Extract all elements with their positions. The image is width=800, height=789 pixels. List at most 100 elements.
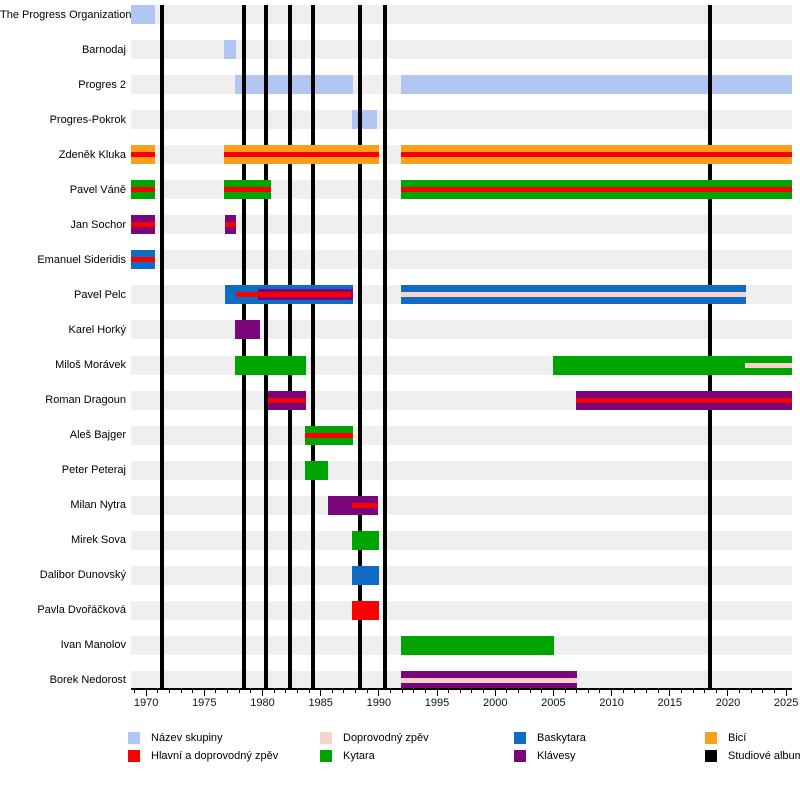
zpev-stripe [576,397,792,403]
legend-label: Doprovodný zpěv [343,732,429,744]
minor-tick [506,690,508,693]
row-label: Pavla Dvořáčková [37,604,126,617]
major-tick [203,690,205,696]
row-label: Aleš Bajger [69,429,126,442]
row-label: Miloš Morávek [55,359,126,371]
minor-tick [168,690,170,693]
row-label: Progres 2 [78,78,126,91]
row-label: Karel Horký [68,323,126,336]
minor-tick [471,690,473,693]
row-label: Roman Dragoun [45,394,126,407]
band-name-bar [351,110,377,130]
row-band [131,110,792,130]
minor-tick [634,690,636,693]
legend-label: Baskytara [537,732,586,744]
zpev-stripe [224,187,271,193]
zpev-stripe [235,292,351,298]
member-instrument-bar [224,215,237,235]
member-instrument-bar [234,355,306,375]
member-instrument-bar [352,600,379,620]
minor-tick [704,690,706,693]
band-name-bar [235,75,353,95]
legend-swatch-dopr [320,732,332,744]
x-tick-label: 1985 [308,697,333,709]
row-band [131,320,792,340]
row-band [131,600,792,620]
legend-item: Studiové album [705,749,800,763]
legend-swatch-klavesy [514,750,526,762]
row-label: Ivan Manolov [60,639,126,652]
member-instrument-bar [131,250,155,270]
row-label: Dalibor Dunovský [39,569,126,582]
minor-tick [331,690,333,693]
legend-swatch-bici [705,732,717,744]
legend-item: Kytara [320,749,510,763]
zpev-stripe [400,152,792,158]
minor-tick [483,690,485,693]
zpev-stripe [131,152,155,158]
dopr-stripe [744,362,792,368]
member-instrument-bar [400,635,554,655]
x-tick-label: 1995 [424,697,450,709]
dopr-stripe [400,677,577,683]
member-instrument-bar [400,670,577,690]
band-name-bar [400,75,792,95]
member-instrument-bar [552,355,792,375]
zpev-stripe [131,222,155,228]
row-band [131,565,792,585]
member-instrument-bar [400,285,747,305]
zpev-stripe [267,397,306,403]
legend-item: Klávesy [514,749,704,763]
major-tick [494,690,496,696]
minor-tick [448,690,450,693]
minor-tick [424,690,426,693]
member-instrument-bar [234,320,261,340]
member-instrument-bar [131,215,155,235]
minor-tick [355,690,357,693]
minor-tick [157,690,159,693]
minor-tick [227,690,229,693]
minor-tick [680,690,682,693]
row-label: Barnodaj [81,43,126,56]
studio-album-line [707,5,712,690]
legend-label: Studiové album [728,750,800,762]
member-instrument-bar [576,390,792,410]
minor-tick [750,690,752,693]
major-tick [611,690,613,696]
x-tick-label: 1975 [192,697,217,709]
member-instrument-bar [352,565,379,585]
legend-swatch-nazev [128,732,140,744]
member-instrument-bar [224,180,271,200]
minor-tick [715,690,717,693]
legend-item: Doprovodný zpěv [320,731,510,745]
legend-label: Název skupiny [151,732,223,744]
member-instrument-bar [400,180,792,200]
major-tick [262,690,263,696]
minor-tick [739,690,741,693]
row-band [131,530,792,550]
legend-item: Baskytara [514,731,704,745]
minor-tick [657,690,659,693]
minor-tick [273,690,275,693]
member-instrument-bar [131,145,155,165]
studio-album-line [382,5,387,690]
minor-tick [401,690,403,693]
member-instrument-bar [304,425,353,445]
minor-tick [518,690,520,693]
minor-tick [541,690,543,693]
legend-item: Hlavní a doprovodný zpěv [128,749,318,763]
x-tick-label: 2025 [773,697,799,709]
minor-tick [285,690,287,693]
zpev-stripe [131,187,155,193]
row-band [131,425,792,445]
major-tick [552,690,554,696]
zpev-stripe [400,187,792,193]
minor-tick [599,690,601,693]
minor-tick [296,690,298,693]
minor-tick [238,690,240,693]
x-tick-label: 2005 [541,697,566,709]
member-instrument-bar [304,460,329,480]
member-instrument-bar [224,145,379,165]
minor-tick [622,690,624,693]
minor-tick [576,690,578,693]
